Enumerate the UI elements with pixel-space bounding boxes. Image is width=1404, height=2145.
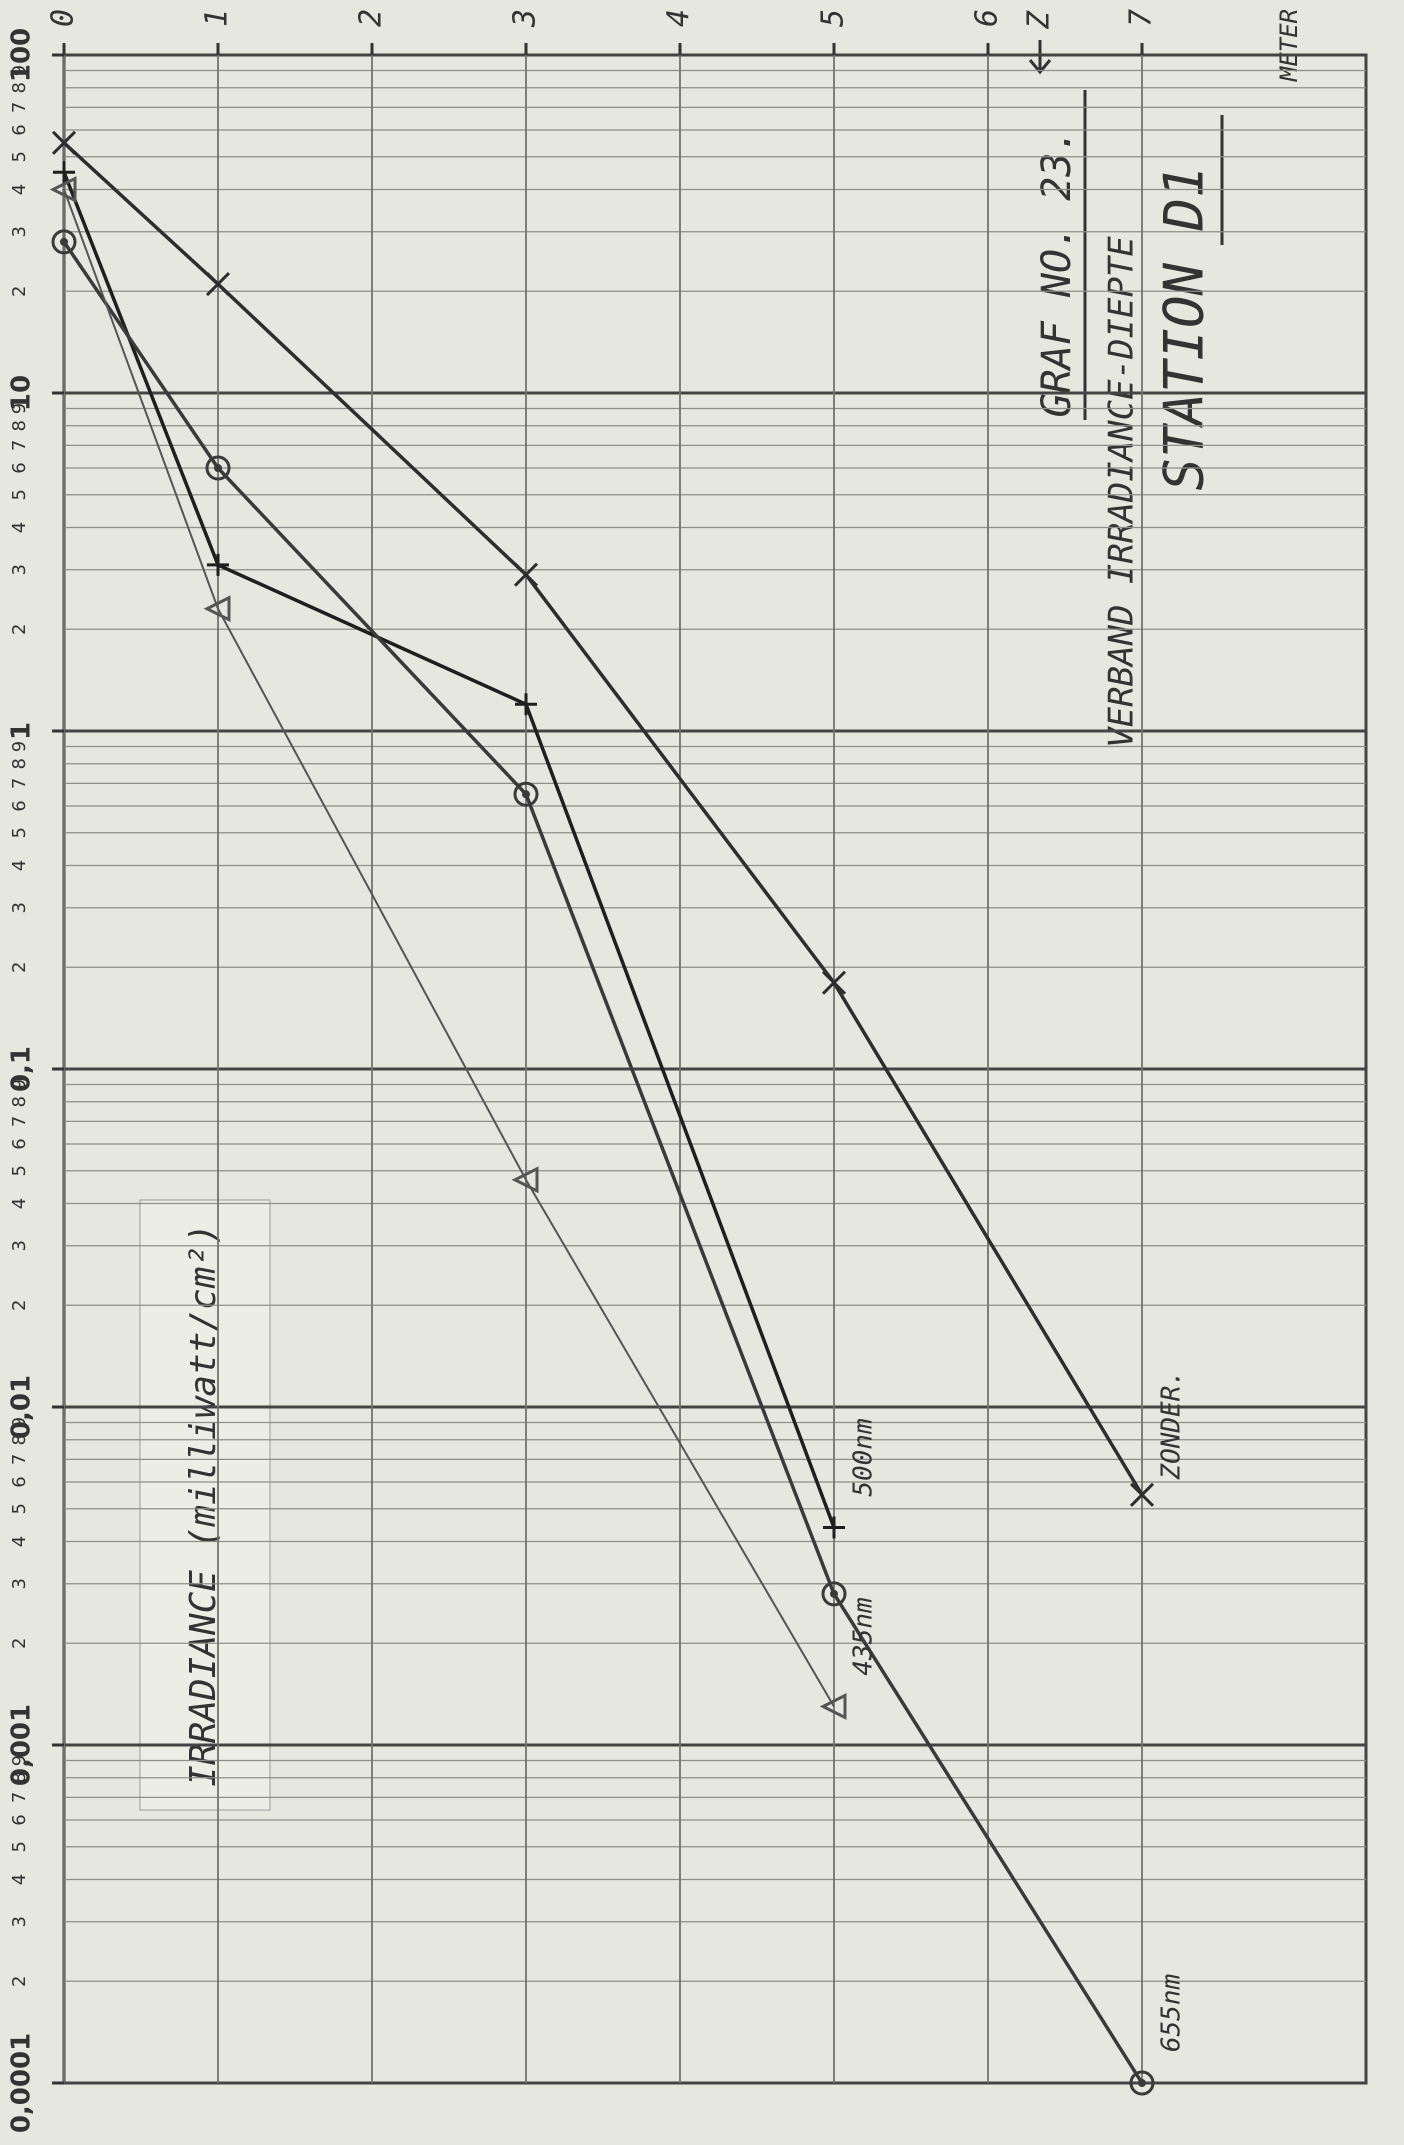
x-axis-label: Z — [1022, 10, 1057, 30]
x-tick-label: 0 — [46, 9, 81, 27]
y-minor-label: 4 — [9, 860, 30, 871]
y-minor-label: 6 — [9, 462, 30, 473]
page: {"chart_data": { "type": "line", "title"… — [0, 0, 1404, 2141]
marker-dot — [832, 1591, 837, 1596]
y-minor-label: 5 — [9, 1841, 30, 1852]
y-minor-label: 4 — [9, 184, 30, 195]
x-tick-label: 5 — [816, 9, 851, 27]
x-tick-label: 6 — [970, 9, 1005, 27]
station-label: STATION D1 — [1153, 165, 1216, 490]
y-minor-label: 2 — [9, 624, 30, 635]
y-minor-label: 5 — [9, 151, 30, 162]
y-tick-label: 0,001 — [7, 1704, 37, 1786]
y-minor-label: 3 — [9, 564, 30, 575]
chart: GRAF NO. 23. VERBAND IRRADIANCE-DIEPTE S… — [0, 0, 1404, 2141]
y-minor-label: 3 — [9, 1240, 30, 1251]
x-tick-label: 4 — [662, 9, 697, 27]
y-tick-label: 100 — [7, 28, 37, 82]
marker-dot — [1140, 2081, 1145, 2086]
y-minor-label: 4 — [9, 522, 30, 533]
series-label: ZONDER. — [1157, 1370, 1187, 1481]
marker-dot — [524, 792, 529, 797]
y-minor-label: 7 — [9, 1116, 30, 1127]
y-minor-label: 2 — [9, 286, 30, 297]
y-minor-label: 7 — [9, 440, 30, 451]
x-tick-label: 3 — [508, 9, 543, 28]
y-minor-label: 3 — [9, 902, 30, 913]
y-minor-label: 6 — [9, 1138, 30, 1149]
y-minor-label: 9 — [9, 741, 30, 752]
y-minor-label: 8 — [9, 1096, 30, 1107]
y-minor-label: 6 — [9, 1476, 30, 1487]
y-minor-label: 5 — [9, 1503, 30, 1514]
y-tick-label: 0,01 — [7, 1375, 37, 1439]
y-minor-label: 7 — [9, 102, 30, 113]
x-tick-label: 2 — [354, 9, 389, 27]
series-label: 500nm — [849, 1418, 879, 1496]
y-minor-label: 2 — [9, 1638, 30, 1649]
marker-dot — [216, 465, 221, 470]
y-minor-label: 8 — [9, 420, 30, 431]
x-tick-label: 1 — [200, 9, 235, 27]
series-label: 435nm — [849, 1597, 879, 1675]
y-minor-label: 6 — [9, 1814, 30, 1825]
x-unit: METER — [1275, 9, 1303, 82]
y-minor-label: 7 — [9, 778, 30, 789]
y-minor-label: 5 — [9, 489, 30, 500]
series-label: 655nm — [1157, 1974, 1187, 2052]
y-minor-label: 8 — [9, 758, 30, 769]
y-minor-label: 4 — [9, 1198, 30, 1209]
y-minor-label: 7 — [9, 1792, 30, 1803]
y-minor-label: 2 — [9, 1300, 30, 1311]
y-minor-label: 3 — [9, 226, 30, 237]
y-minor-label: 6 — [9, 124, 30, 135]
y-tick-label: 0,0001 — [7, 2033, 37, 2133]
chart-title: GRAF NO. 23. — [1034, 129, 1080, 418]
y-minor-label: 6 — [9, 800, 30, 811]
y-minor-label: 5 — [9, 1165, 30, 1176]
y-tick-label: 0,1 — [7, 1046, 37, 1092]
chart-subtitle: VERBAND IRRADIANCE-DIEPTE — [1102, 236, 1142, 748]
y-minor-label: 3 — [9, 1916, 30, 1927]
y-minor-label: 4 — [9, 1874, 30, 1885]
y-minor-label: 7 — [9, 1454, 30, 1465]
y-minor-label: 2 — [9, 1976, 30, 1987]
y-minor-label: 5 — [9, 827, 30, 838]
y-tick-label: 1 — [7, 722, 37, 740]
y-minor-label: 3 — [9, 1578, 30, 1589]
y-minor-label: 8 — [9, 82, 30, 93]
y-minor-label: 4 — [9, 1536, 30, 1547]
x-tick-label: 7 — [1124, 9, 1159, 27]
marker-dot — [62, 239, 67, 244]
y-minor-label: 2 — [9, 962, 30, 973]
y-tick-label: 10 — [7, 375, 37, 411]
